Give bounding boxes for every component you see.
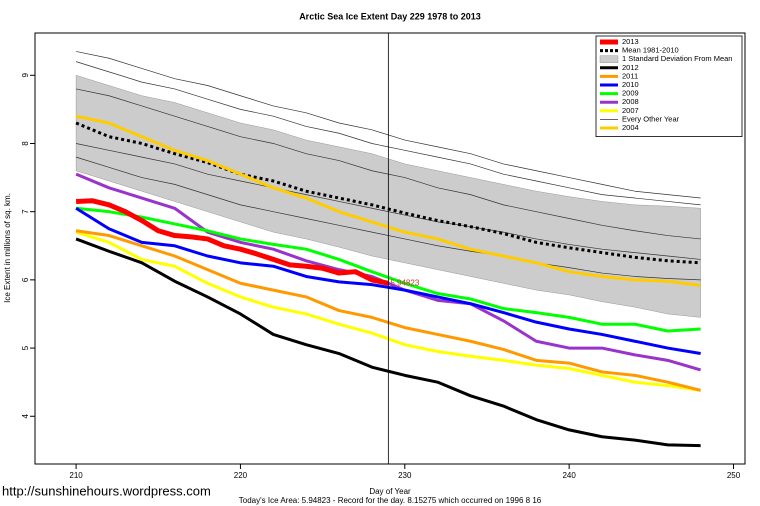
y-tick-label: 8	[21, 141, 30, 146]
series-line	[75, 198, 389, 286]
y-tick-label: 4	[21, 413, 30, 418]
y-tick-label: 6	[21, 277, 30, 282]
x-tick-label: 240	[562, 471, 576, 480]
chart-title: Arctic Sea Ice Extent Day 229 1978 to 20…	[299, 11, 481, 21]
plot-frame	[34, 32, 746, 465]
watermark: http://sunshinehours.wordpress.com	[2, 483, 211, 498]
y-tick-label: 7	[21, 209, 30, 214]
x-axis-label: Day of Year	[369, 487, 411, 496]
legend-label: 2010	[622, 80, 639, 89]
legend-label: 2009	[622, 89, 639, 98]
footnote: Today's Ice Area: 5.94823 - Record for t…	[239, 496, 542, 505]
x-tick-label: 210	[69, 471, 83, 480]
y-tick-label: 9	[21, 73, 30, 78]
legend-swatch	[599, 55, 619, 63]
x-tick-label: 220	[234, 471, 248, 480]
legend-label: 2004	[622, 123, 639, 132]
legend-label: 1 Standard Deviation From Mean	[622, 54, 732, 63]
legend-label: 2012	[622, 63, 639, 72]
legend-label: 2013	[622, 37, 639, 46]
y-tick-label: 5	[21, 345, 30, 350]
legend-label: 2011	[622, 71, 638, 80]
x-tick-label: 250	[727, 471, 741, 480]
legend-label: 2008	[622, 97, 639, 106]
legend-label: Every Other Year	[622, 114, 680, 123]
legend-label: 2007	[622, 106, 639, 115]
legend-label: Mean 1981-2010	[622, 46, 679, 55]
annotation: 5.94823	[390, 278, 419, 287]
x-tick-label: 230	[398, 471, 412, 480]
y-axis-label: Ice Extent in millions of sq. km.	[3, 193, 12, 303]
legend-box	[595, 35, 743, 137]
